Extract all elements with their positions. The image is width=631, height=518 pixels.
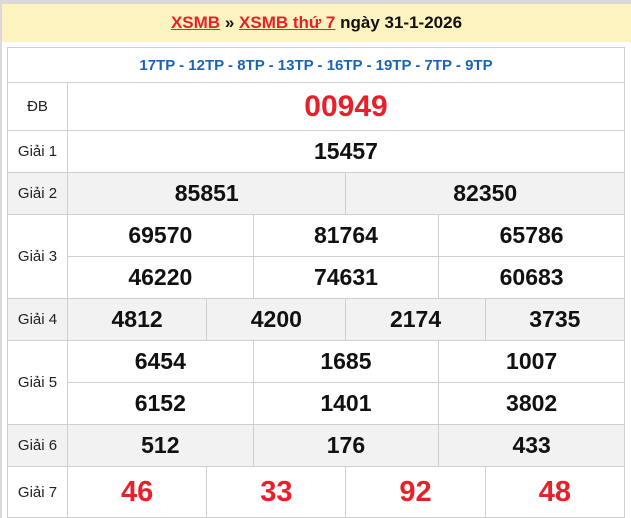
prize-number: 433 (438, 424, 625, 467)
results-table: 17TP - 12TP - 8TP - 13TP - 16TP - 19TP -… (7, 47, 626, 518)
prize-number: 69570 (67, 214, 254, 257)
draw-date: ngày 31-1-2026 (340, 13, 463, 32)
prize-number: 60683 (438, 256, 625, 299)
provinces-row: 17TP - 12TP - 8TP - 13TP - 16TP - 19TP -… (7, 47, 625, 83)
prize-number: 46220 (67, 256, 254, 299)
prize-number: 1685 (252, 340, 440, 383)
prize-number: 82350 (345, 172, 625, 215)
prize-number: 48 (484, 466, 626, 518)
prize-number: 4200 (206, 298, 347, 341)
prize-label-g4: Giải 4 (7, 298, 68, 341)
xsmb-thu7-link[interactable]: XSMB thứ 7 (239, 13, 336, 32)
prize-number: 512 (67, 424, 254, 467)
prize-label-g6: Giải 6 (7, 424, 68, 467)
prize-number: 3802 (438, 382, 625, 425)
prize-number: 3735 (484, 298, 626, 341)
prize-label-g5: Giải 5 (7, 340, 68, 425)
prize-number: 6152 (67, 382, 254, 425)
prize-label-g3: Giải 3 (7, 214, 68, 299)
prize-label-g2: Giải 2 (7, 172, 68, 215)
breadcrumb-separator: » (224, 13, 235, 32)
prize-number: 81764 (252, 214, 440, 257)
prize-number: 85851 (66, 172, 347, 215)
prize-number: 46 (66, 466, 208, 518)
prize-number: 6454 (67, 340, 254, 383)
prize-number: 4812 (66, 298, 208, 341)
prize-number: 176 (252, 424, 440, 467)
xsmb-link[interactable]: XSMB (170, 13, 221, 32)
prize-label-g7: Giải 7 (7, 466, 68, 518)
prize-number: 74631 (252, 256, 440, 299)
prize-number: 92 (345, 466, 486, 518)
prize-label-g1: Giải 1 (7, 130, 68, 173)
prize-number: 1401 (252, 382, 440, 425)
prize-number: 15457 (67, 130, 625, 173)
prize-number: 1007 (438, 340, 625, 383)
prize-number: 33 (206, 466, 347, 518)
prize-label-db: ĐB (7, 82, 68, 131)
special-prize-number: 00949 (67, 82, 625, 131)
page-header: XSMB » XSMB thứ 7 ngày 31-1-2026 (2, 4, 631, 42)
prize-number: 2174 (345, 298, 486, 341)
prize-number: 65786 (438, 214, 625, 257)
